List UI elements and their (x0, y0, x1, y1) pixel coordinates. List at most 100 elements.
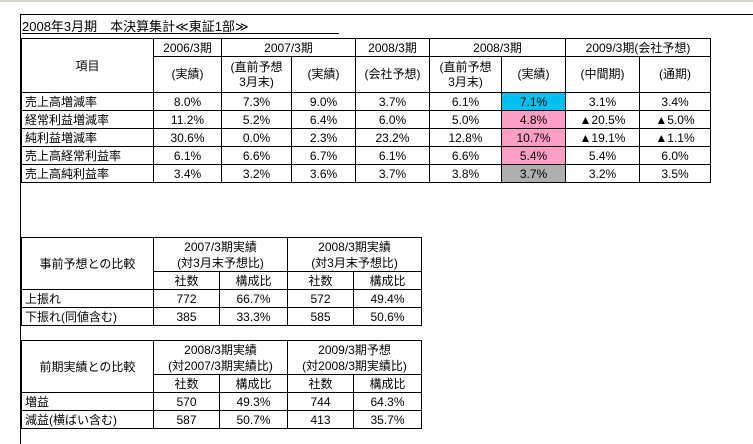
sheet-left-border (20, 14, 21, 444)
cell: 50.7% (218, 410, 289, 429)
cell: 5.4% (565, 146, 640, 165)
cell: 3.2% (565, 164, 640, 183)
cell: 3.5% (638, 164, 712, 183)
cell: 6.1% (429, 92, 502, 111)
cell: 3.4% (153, 164, 222, 183)
cell: 23.2% (355, 128, 430, 147)
prior-year-comparison-table: 前期実績との比較 2008/3期実績 (対2007/3期実績比) 2009/3期… (21, 340, 423, 429)
cell: 49.4% (353, 289, 423, 308)
group-header-sub: (対3月末予想比) (177, 255, 264, 270)
subheader-cell: 構成比 (218, 271, 289, 290)
group-header-title: 2009/3期予想 (318, 342, 391, 357)
row-label: 売上高純利益率 (21, 164, 154, 183)
table-row: 売上高純利益率 3.4% 3.2% 3.6% 3.7% 3.8% 3.7% 3.… (21, 164, 712, 183)
cell: 50.6% (353, 307, 423, 326)
cell: 385 (153, 307, 220, 326)
cell: 570 (153, 392, 220, 411)
subheader-cell: 構成比 (353, 271, 423, 290)
cell: 6.6% (429, 146, 502, 165)
row-label: 減益(横ばい含む) (21, 410, 154, 429)
table-header-row: 前期実績との比較 2008/3期実績 (対2007/3期実績比) 2009/3期… (21, 340, 423, 393)
cell: ▲19.1% (565, 128, 640, 147)
header-2009-3: 2009/3期(会社予想) (564, 38, 712, 57)
cell: 413 (287, 410, 355, 429)
group-header-sub: (対3月末予想比) (311, 255, 398, 270)
group-header-title: 2008/3期実績 (184, 342, 257, 357)
header-2008-3-forecast: 2008/3期 (355, 38, 430, 57)
table-row: 下振れ(同値含む) 385 33.3% 585 50.6% (21, 307, 423, 326)
sheet-top-border (20, 14, 753, 15)
cell: 6.1% (153, 146, 222, 165)
group-header: 2008/3期実績 (対3月末予想比) (287, 237, 423, 272)
subheader-cell: (実績) (291, 56, 356, 93)
cell: 6.7% (291, 146, 356, 165)
window-top-edge (0, 0, 753, 2)
group-header-title: 2008/3期実績 (318, 239, 391, 254)
table-row: 上振れ 772 66.7% 572 49.4% (21, 289, 423, 308)
row-label: 純利益増減率 (21, 128, 154, 147)
highlighted-cell: 7.1% (501, 92, 566, 111)
subheader-cell: (直前予想 3月末) (221, 56, 292, 93)
cell: 66.7% (218, 289, 289, 308)
cell: 6.1% (355, 146, 430, 165)
cell: 9.0% (291, 92, 356, 111)
header-2008-3: 2008/3期 (429, 38, 566, 57)
subheader-cell: (実績) (501, 56, 566, 93)
group-header: 2007/3期実績 (対3月末予想比) (152, 237, 289, 272)
cell: 8.0% (153, 92, 222, 111)
table-row: 減益(横ばい含む) 587 50.7% 413 35.7% (21, 410, 423, 429)
cell: 772 (153, 289, 220, 308)
cell: 2.3% (291, 128, 356, 147)
cell: 12.8% (429, 128, 502, 147)
comparison-title: 前期実績との比較 (21, 340, 154, 393)
cell: 587 (153, 410, 220, 429)
subheader-cell: 構成比 (218, 374, 289, 393)
highlighted-cell: 4.8% (501, 110, 566, 129)
cell: 3.7% (355, 164, 430, 183)
row-label: 売上高経常利益率 (21, 146, 154, 165)
cell: 3.1% (565, 92, 640, 111)
results-summary-table: 項目 2006/3期 2007/3期 2008/3期 2008/3期 2009/… (21, 38, 712, 183)
subheader-cell: 社数 (153, 374, 220, 393)
row-label: 売上高増減率 (21, 92, 154, 111)
group-header-sub: (対2007/3期実績比) (168, 358, 273, 373)
highlighted-cell: 10.7% (501, 128, 566, 147)
page-title: 2008年3月期 本決算集計≪東証1部≫ (22, 16, 339, 34)
cell: 572 (287, 289, 355, 308)
cell: 3.6% (291, 164, 356, 183)
row-label: 経常利益増減率 (21, 110, 154, 129)
table-header-row: 項目 2006/3期 2007/3期 2008/3期 2008/3期 2009/… (21, 38, 712, 93)
table-subheader-row: (実績) (直前予想 3月末) (実績) (会社予想) (直前予想 3月末) (… (22, 56, 712, 93)
group-header: 2009/3期予想 (対2008/3期実績比) (287, 340, 423, 375)
header-item: 項目 (21, 38, 154, 93)
cell: 6.4% (291, 110, 356, 129)
subheader-cell: 構成比 (353, 374, 423, 393)
highlighted-cell: 3.7% (501, 164, 566, 183)
table-subheader-row: 社数 構成比 社数 構成比 (22, 374, 423, 393)
cell: 6.0% (355, 110, 430, 129)
row-label: 上振れ (21, 289, 154, 308)
cell: 3.8% (429, 164, 502, 183)
header-2007-3: 2007/3期 (221, 38, 356, 57)
group-header-sub: (対2008/3期実績比) (302, 358, 407, 373)
cell: 3.2% (221, 164, 292, 183)
subheader-cell: 社数 (287, 271, 355, 290)
row-label: 下振れ(同値含む) (21, 307, 154, 326)
table-row: 経常利益増減率 11.2% 5.2% 6.4% 6.0% 5.0% 4.8% ▲… (21, 110, 712, 129)
group-header: 2008/3期実績 (対2007/3期実績比) (152, 340, 289, 375)
cell: 6.0% (638, 146, 712, 165)
table-row: 売上高経常利益率 6.1% 6.6% 6.7% 6.1% 6.6% 5.4% 5… (21, 146, 712, 165)
cell: 49.3% (218, 392, 289, 411)
cell: 5.0% (429, 110, 502, 129)
subheader-cell: 社数 (287, 374, 355, 393)
subheader-cell: 社数 (153, 271, 220, 290)
cell: ▲5.0% (638, 110, 712, 129)
cell: 6.6% (221, 146, 292, 165)
row-label: 増益 (21, 392, 154, 411)
table-row: 売上高増減率 8.0% 7.3% 9.0% 3.7% 6.1% 7.1% 3.1… (21, 92, 712, 111)
subheader-cell: (中間期) (565, 56, 640, 93)
cell: 64.3% (353, 392, 423, 411)
cell: 5.2% (221, 110, 292, 129)
cell: 0.0% (221, 128, 292, 147)
